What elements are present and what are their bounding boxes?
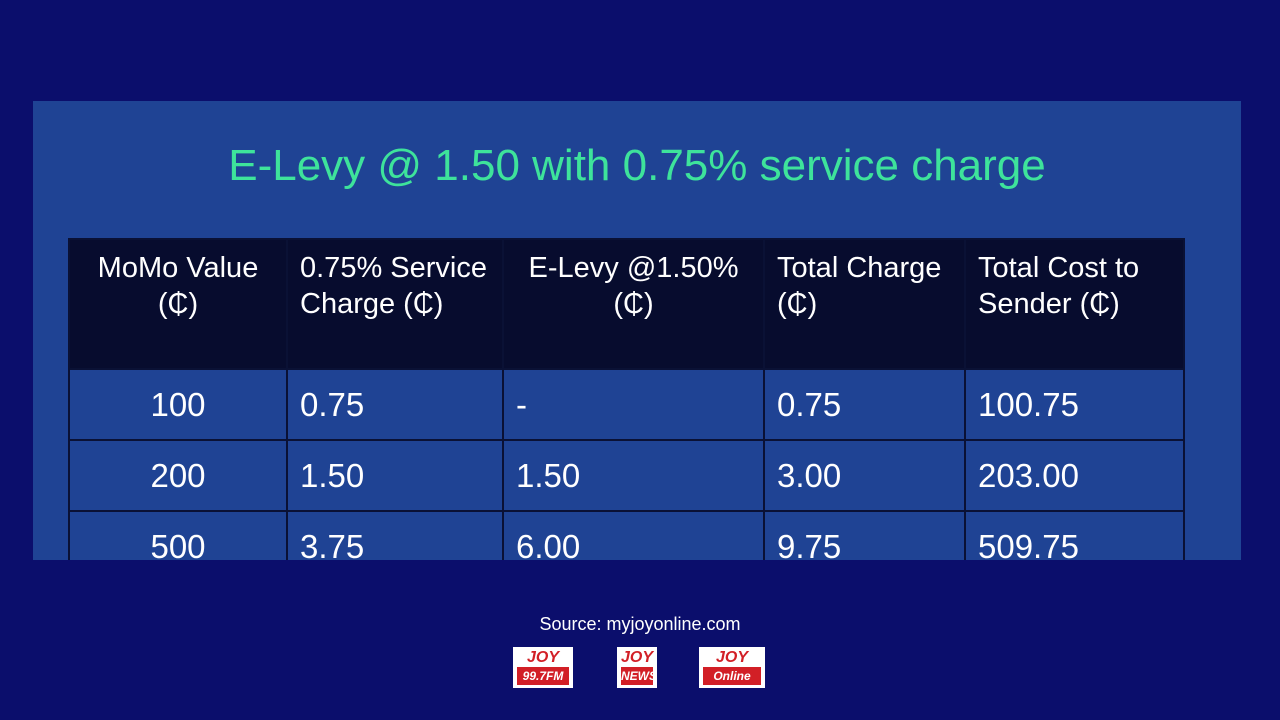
title: E-Levy @ 1.50 with 0.75% service charge — [228, 141, 1046, 190]
table-cell: 6.00 — [502, 510, 765, 560]
column-header: Total Charge (₵) — [763, 238, 966, 370]
header-row: MoMo Value (₵) 0.75% Service Charge (₵) E-… — [68, 238, 1185, 370]
column-header: 0.75% Service Charge (₵) — [286, 238, 504, 370]
source: Source: myjoyonline.com — [539, 614, 741, 634]
table-cell: 1.50 — [286, 439, 504, 512]
logo-bottom: 99.7FM — [517, 667, 569, 685]
table-cell: 0.75 — [763, 368, 966, 441]
logo: JOY NEWS — [617, 647, 657, 688]
table-cell: 3.00 — [763, 439, 966, 512]
table-cell: 509.75 — [964, 510, 1185, 560]
column-header: MoMo Value (₵) — [68, 238, 288, 370]
table-cell: 9.75 — [763, 510, 966, 560]
logo-bottom: Online — [703, 667, 761, 685]
table-cell: 100 — [68, 368, 288, 441]
logo: JOY 99.7FM — [513, 647, 573, 688]
column-header: E-Levy @1.50% (₵) — [502, 238, 765, 370]
logo-top: JOY — [620, 649, 653, 666]
logo-bottom: NEWS — [621, 667, 657, 685]
table-cell: 100.75 — [964, 368, 1185, 441]
logo-top: JOY — [526, 649, 559, 666]
table-cell: 203.00 — [964, 439, 1185, 512]
levy-table: MoMo Value (₵) 0.75% Service Charge (₵) E-… — [68, 238, 1185, 560]
table-cell: - — [502, 368, 765, 441]
table-cell: 1.50 — [502, 439, 765, 512]
table-cell: 200 — [68, 439, 288, 512]
table-row: 200 1.50 1.50 3.00 203.00 — [68, 439, 1185, 512]
table-row: 500 3.75 6.00 9.75 509.75 — [68, 510, 1185, 560]
table-cell: 0.75 — [286, 368, 504, 441]
table-cell: 500 — [68, 510, 288, 560]
panel: E-Levy @ 1.50 with 0.75% service charge … — [33, 101, 1241, 560]
table-body: 100 0.75-0.75 100.75 200 1.50 1.50 3.00 203.00 5… — [68, 368, 1185, 560]
column-header: Total Cost to Sender (₵) — [964, 238, 1185, 370]
logo-top: JOY — [715, 649, 748, 666]
table-cell: 3.75 — [286, 510, 504, 560]
table-row: 100 0.75-0.75 100.75 — [68, 368, 1185, 441]
logo: JOY Online — [699, 647, 765, 688]
